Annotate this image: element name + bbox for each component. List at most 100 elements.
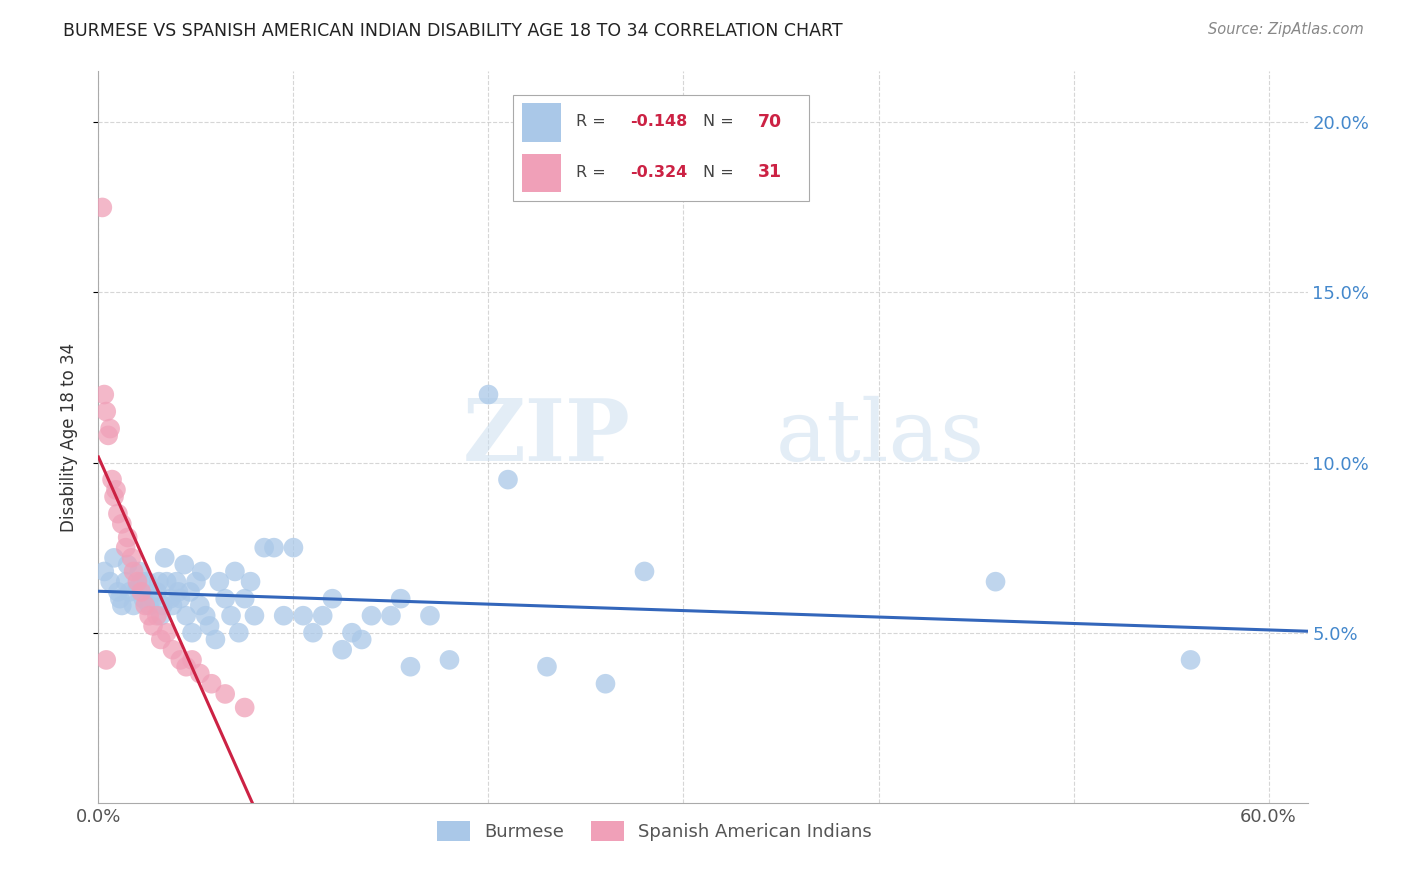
Point [138, 608, 160, 623]
Point [233, 700, 256, 714]
Point [233, 591, 256, 606]
Point [239, 574, 262, 589]
Point [188, 599, 211, 613]
Point [148, 574, 170, 589]
Point [174, 659, 197, 673]
Point [101, 473, 124, 487]
Point [138, 599, 160, 613]
Point [142, 619, 165, 633]
Point [350, 632, 373, 647]
Point [191, 565, 214, 579]
Point [103, 550, 125, 565]
Point [439, 653, 461, 667]
Point [360, 608, 382, 623]
Point [169, 591, 191, 606]
Point [91, 201, 114, 215]
Point [131, 574, 153, 589]
Point [263, 541, 285, 555]
Point [149, 632, 172, 647]
Point [104, 483, 127, 497]
Text: Source: ZipAtlas.com: Source: ZipAtlas.com [1208, 22, 1364, 37]
Point [127, 574, 149, 589]
Point [321, 591, 343, 606]
Point [173, 558, 195, 572]
Point [146, 585, 169, 599]
Text: atlas: atlas [776, 395, 984, 479]
Point [97, 428, 120, 442]
Point [477, 387, 499, 401]
Point [103, 490, 125, 504]
Point [243, 608, 266, 623]
Text: ZIP: ZIP [463, 395, 630, 479]
Point [169, 653, 191, 667]
Point [1180, 653, 1202, 667]
Point [132, 591, 155, 606]
Point [93, 387, 115, 401]
Point [181, 653, 204, 667]
Point [114, 541, 136, 555]
Point [174, 608, 197, 623]
Point [224, 565, 246, 579]
Point [340, 625, 363, 640]
Point [114, 574, 136, 589]
Point [536, 659, 558, 673]
Point [159, 591, 181, 606]
Point [134, 599, 156, 613]
Point [214, 591, 236, 606]
Point [98, 421, 121, 435]
Point [122, 599, 145, 613]
Point [167, 585, 190, 599]
Point [93, 565, 115, 579]
Point [96, 404, 118, 418]
Point [184, 574, 207, 589]
Point [117, 558, 139, 572]
Point [389, 591, 412, 606]
Point [273, 608, 295, 623]
Point [312, 608, 335, 623]
Point [121, 550, 143, 565]
Point [142, 591, 165, 606]
Point [984, 574, 1007, 589]
Point [111, 516, 134, 531]
Point [419, 608, 441, 623]
Point [111, 599, 134, 613]
Point [302, 625, 325, 640]
Point [98, 574, 121, 589]
Point [292, 608, 315, 623]
Point [149, 608, 172, 623]
Point [108, 591, 131, 606]
Point [253, 541, 276, 555]
Point [200, 677, 222, 691]
Point [127, 582, 149, 596]
Point [122, 565, 145, 579]
Point [219, 608, 242, 623]
Point [194, 608, 217, 623]
Y-axis label: Disability Age 18 to 34: Disability Age 18 to 34 [59, 343, 77, 532]
Point [117, 531, 139, 545]
Point [156, 625, 179, 640]
Point [146, 608, 169, 623]
Point [214, 687, 236, 701]
Point [152, 599, 174, 613]
Legend: Burmese, Spanish American Indians: Burmese, Spanish American Indians [430, 814, 879, 848]
Point [181, 625, 204, 640]
Point [128, 565, 150, 579]
Point [118, 585, 141, 599]
Point [283, 541, 305, 555]
Point [96, 653, 118, 667]
Point [165, 574, 187, 589]
Point [107, 585, 129, 599]
Point [179, 585, 201, 599]
Point [198, 619, 221, 633]
Point [204, 632, 226, 647]
Point [107, 507, 129, 521]
Point [496, 473, 519, 487]
Point [188, 666, 211, 681]
Point [595, 677, 617, 691]
Point [136, 574, 159, 589]
Point [153, 550, 176, 565]
Point [162, 599, 184, 613]
Point [399, 659, 422, 673]
Point [208, 574, 231, 589]
Point [131, 585, 153, 599]
